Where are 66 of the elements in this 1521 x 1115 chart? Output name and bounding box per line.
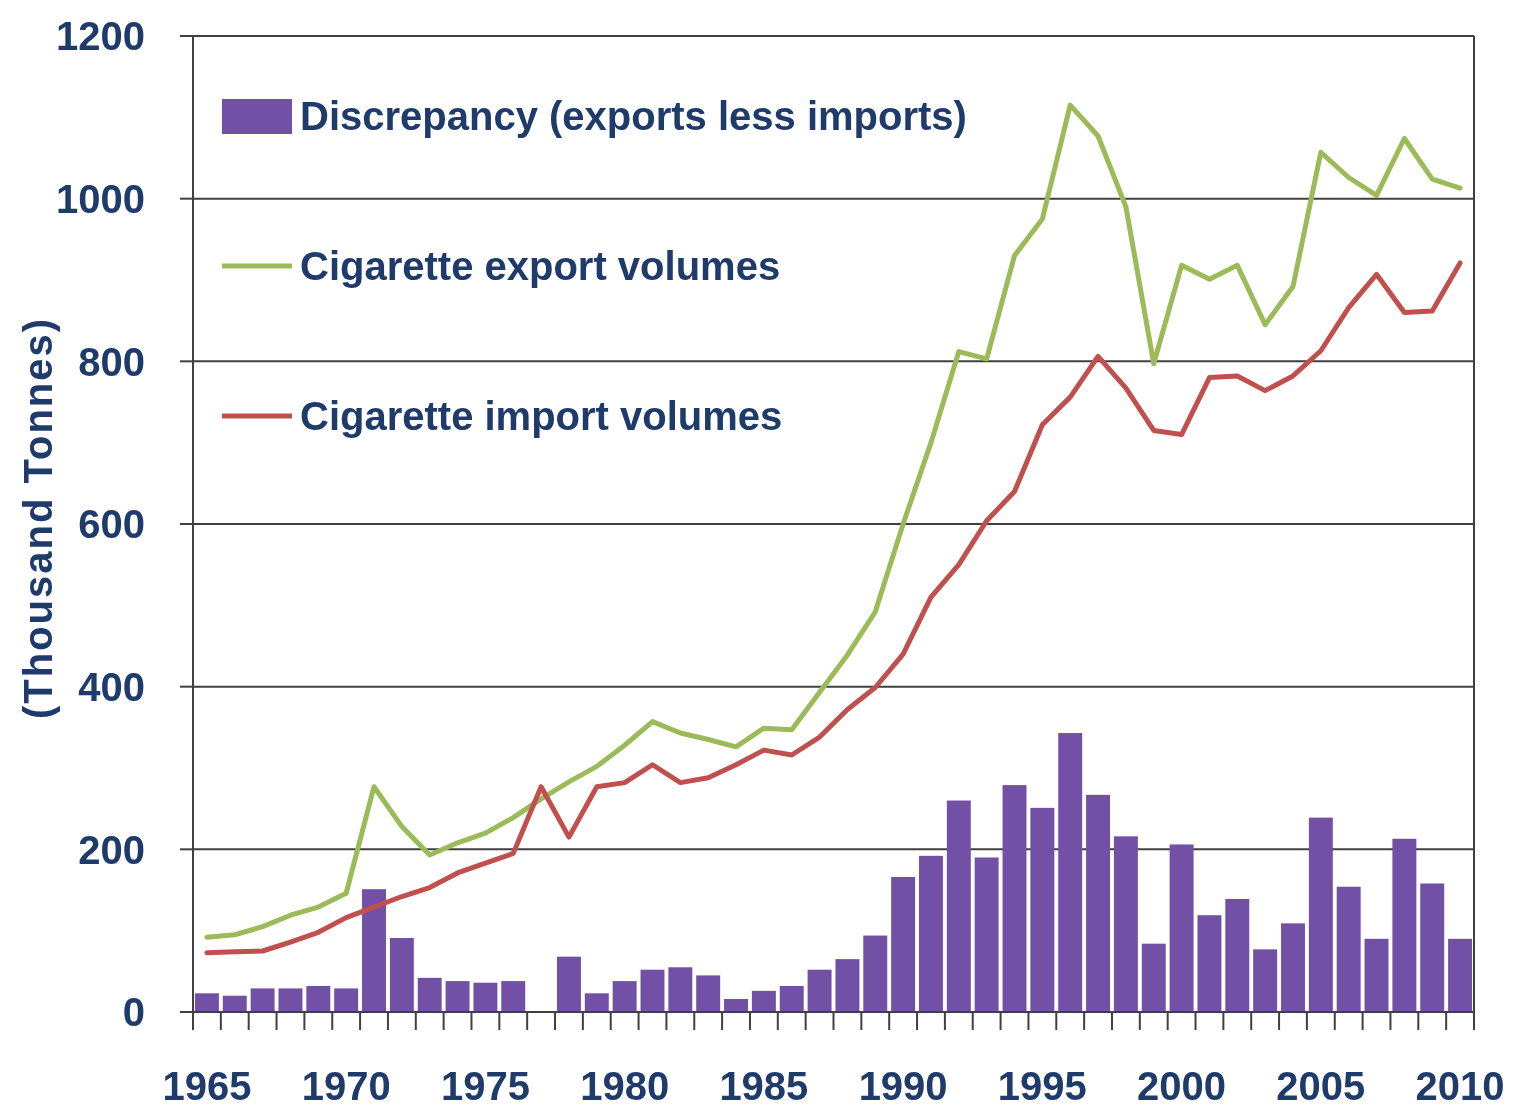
bar [584,993,609,1012]
bar [640,969,665,1012]
x-tick-label: 2005 [1276,1064,1366,1108]
bar [1420,883,1445,1012]
bar [1225,898,1250,1012]
y-tick-label: 400 [78,665,145,710]
bar [250,988,275,1012]
bar [751,990,776,1012]
bar [1364,938,1389,1012]
bar [1141,943,1166,1012]
bar [1308,817,1333,1012]
y-axis-title: (Thousand Tonnes) [16,316,60,720]
bar [501,981,526,1012]
bar [807,969,832,1012]
bar [222,995,247,1012]
y-tick-label: 800 [78,339,145,384]
y-tick-label: 1200 [56,14,145,59]
bar [1281,923,1305,1012]
y-tick-label: 0 [122,990,145,1035]
x-tick-label: 1980 [580,1064,670,1108]
bar [556,956,581,1012]
bar [306,985,331,1012]
bar [668,967,693,1012]
bar [779,985,804,1012]
bar [1086,794,1111,1012]
x-tick-label: 1970 [301,1064,391,1108]
bar [362,889,386,1012]
bar [1002,785,1027,1012]
bar [612,981,637,1012]
bar [946,800,971,1012]
bar [445,981,470,1012]
bar [1030,807,1055,1012]
bar [417,977,442,1012]
bar [1392,838,1417,1012]
bar [194,993,219,1012]
x-tick-label: 1990 [858,1064,948,1108]
bar [1113,836,1138,1012]
x-tick-label: 2000 [1137,1064,1227,1108]
x-tick-label: 1975 [440,1064,530,1108]
y-tick-label: 600 [78,502,145,547]
bar [1197,915,1222,1012]
bar [389,937,414,1012]
bar [1253,949,1278,1012]
x-tick-label: 2010 [1415,1064,1505,1108]
legend-label: Discrepancy (exports less imports) [300,94,967,139]
x-tick-label: 1965 [162,1064,252,1108]
bar [891,876,916,1012]
bar [278,988,303,1012]
bar [974,857,999,1012]
x-tick-label: 1995 [997,1064,1087,1108]
legend-label: Cigarette export volumes [300,244,781,289]
legend-label: Cigarette import volumes [300,394,783,439]
bar [334,988,359,1012]
bar [863,935,888,1012]
bar [1336,886,1361,1012]
bar [1448,938,1473,1012]
bar [1169,844,1194,1012]
bar [918,855,943,1012]
bar [696,975,721,1012]
y-tick-label: 1000 [56,177,145,222]
bar [473,982,498,1012]
bar [1058,733,1083,1012]
bar [835,959,860,1012]
bar [724,998,749,1012]
x-tick-label: 1985 [719,1064,809,1108]
y-tick-label: 200 [78,827,145,872]
